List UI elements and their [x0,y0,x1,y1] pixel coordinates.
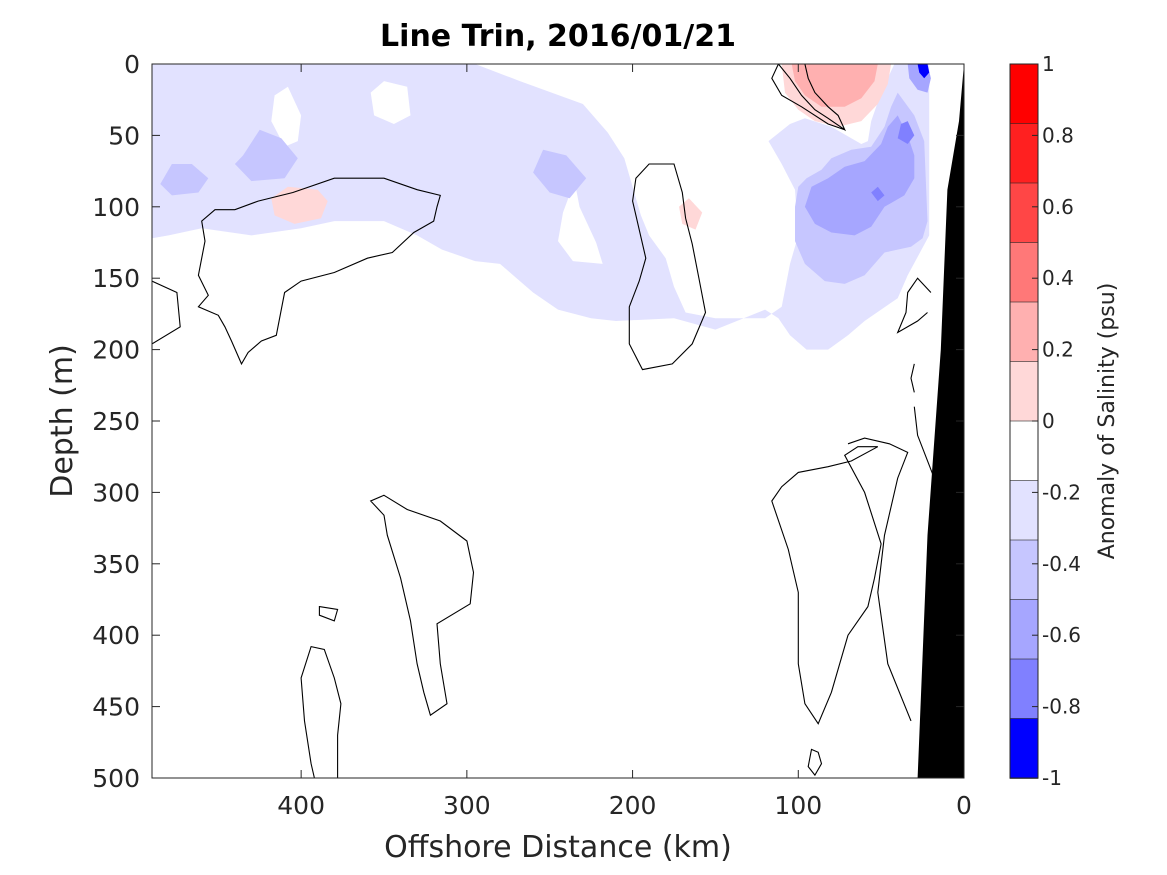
anomaly-region-9 [897,121,915,144]
colorbar-ticks: 1 0.8 0.6 0.4 0.2 0 -0.2 -0.4 -0.6 -0.8 -1 [1032,52,1081,790]
anomaly-region-12 [917,64,930,79]
anomaly-region-1 [271,86,302,147]
zero-contour-line-6 [910,363,915,393]
anomaly-region-5 [160,164,209,196]
colorbar-levels [1009,63,1039,779]
x-axis-label: Offshore Distance (km) [384,830,732,865]
zero-contour-line-12 [300,645,342,778]
zero-contour-line-9 [771,446,882,725]
y-tick-label-50: 50 [108,121,140,150]
chart-title: Line Trin, 2016/01/21 [380,19,736,54]
colorbar-tick-label-1: 0.8 [1042,123,1074,147]
colorbar-tick-label-2: 0.6 [1042,195,1074,219]
colorbar-level-9 [1009,599,1039,660]
x-tick-label-200: 200 [609,791,657,820]
x-tick-label-400: 400 [277,791,325,820]
anomaly-region-0 [152,64,930,350]
colorbar-tick-label-7: -0.4 [1042,552,1081,576]
colorbar-level-11 [1009,718,1039,779]
anomaly-region-17 [679,198,703,230]
zero-contour-line-4 [628,163,707,371]
colorbar-tick-label-4: 0.2 [1042,338,1074,362]
y-tick-label-350: 350 [92,550,140,579]
zero-contour-line-11 [369,494,475,717]
x-axis-ticks: 400 300 200 100 0 [277,64,972,820]
colorbar-level-3 [1009,242,1039,303]
anomaly-region-6 [533,149,587,199]
y-tick-label-100: 100 [92,193,140,222]
colorbar-tick-label-3: 0.4 [1042,266,1074,290]
colorbar-tick-label-0: 1 [1042,52,1055,76]
anomaly-region-2 [370,81,411,124]
anomaly-region-8 [804,115,915,236]
colorbar-tick-label-9: -0.8 [1042,695,1081,719]
y-tick-label-400: 400 [92,621,140,650]
zero-contour-line-2 [197,177,441,366]
colorbar-label: Anomaly of Salinity (psu) [1095,283,1120,560]
anomaly-region-15 [814,64,852,82]
zero-contour-line-13 [318,605,339,622]
seafloor-layer [917,64,964,778]
y-tick-label-150: 150 [92,264,140,293]
colorbar-tick-label-10: -1 [1042,766,1062,790]
y-tick-label-300: 300 [92,478,140,507]
x-tick-label-100: 100 [774,791,822,820]
y-tick-label-250: 250 [92,407,140,436]
zero-contour-line-7 [913,406,935,479]
colorbar-tick-label-5: 0 [1042,409,1055,433]
anomaly-region-16 [271,186,328,224]
y-tick-label-200: 200 [92,336,140,365]
colorbar-level-4 [1009,301,1039,363]
colorbar-level-5 [1009,361,1039,422]
anomaly-region-4 [234,129,298,182]
anomaly-region-10 [871,186,885,202]
anomaly-fill-layer [152,64,931,350]
colorbar-tick-label-6: -0.2 [1042,480,1081,504]
zero-contour-layer [152,64,935,778]
colorbar-level-10 [1009,658,1039,720]
x-tick-label-300: 300 [443,791,491,820]
colorbar-level-7 [1009,480,1039,541]
plot-area [151,63,965,779]
colorbar-level-8 [1009,539,1039,601]
y-axis-label: Depth (m) [45,344,80,498]
zero-contour-line-1 [771,64,845,131]
zero-contour-line-10 [807,748,823,777]
seafloor-bathymetry [917,64,964,778]
colorbar-level-6 [1009,420,1039,482]
colorbar-level-1 [1009,123,1039,184]
y-axis-ticks: 0 50 100 150 200 250 300 350 400 450 500 [92,50,964,793]
y-tick-label-0: 0 [124,50,140,79]
zero-contour-line-8 [847,437,912,722]
anomaly-region-3 [558,181,603,264]
colorbar: 1 0.8 0.6 0.4 0.2 0 -0.2 -0.4 -0.6 -0.8 -1 Anomaly… [1009,52,1120,790]
x-tick-label-0: 0 [956,791,972,820]
colorbar-tick-label-8: -0.6 [1042,623,1081,647]
y-tick-label-450: 450 [92,693,140,722]
zero-contour-line-3 [152,280,181,345]
colorbar-level-2 [1009,182,1039,244]
anomaly-region-14 [791,64,878,107]
y-tick-label-500: 500 [92,764,140,793]
colorbar-level-0 [1009,63,1039,125]
zero-contour-line-5 [896,277,932,334]
